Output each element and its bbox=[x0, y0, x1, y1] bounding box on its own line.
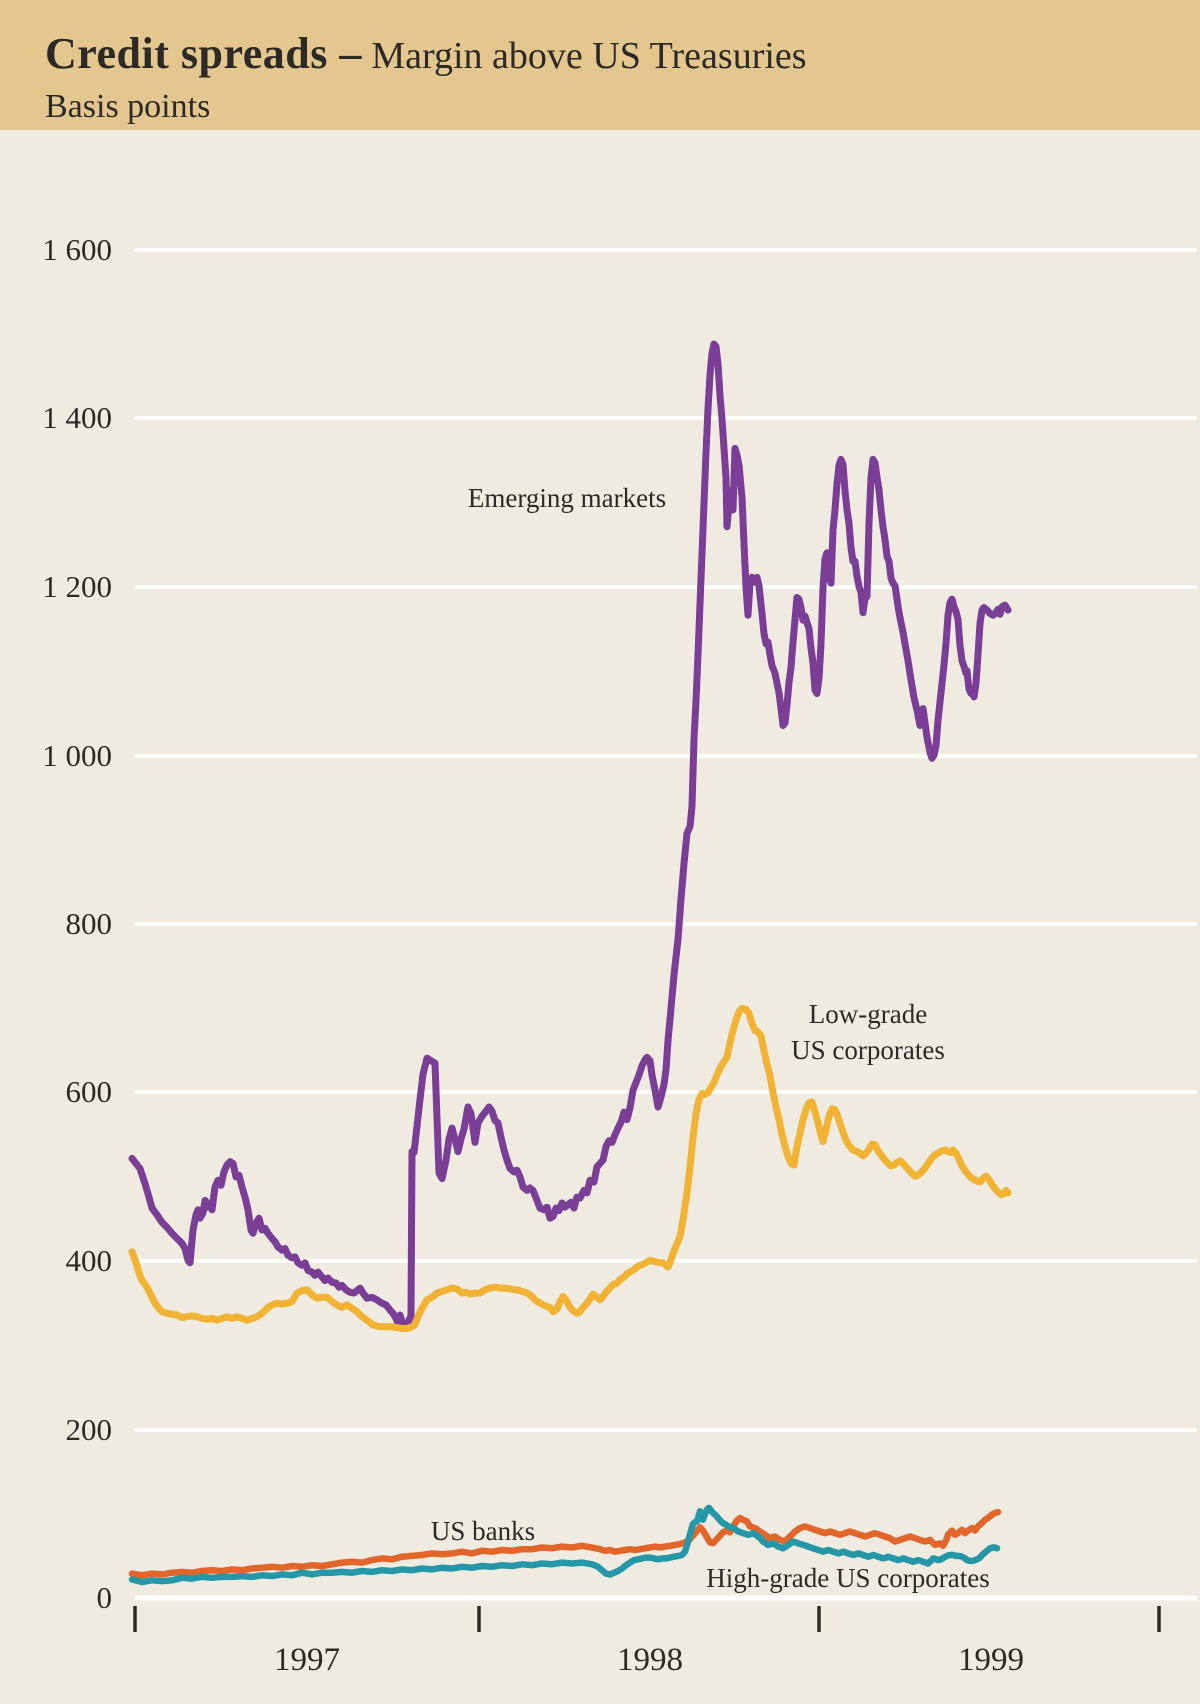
y-axis-label-200: 200 bbox=[65, 1412, 113, 1447]
label-us-banks-text: US banks bbox=[430, 1516, 536, 1546]
y-axis-label-1400: 1 400 bbox=[42, 400, 112, 435]
label-high-grade-text: High-grade US corporates bbox=[706, 1563, 990, 1593]
series-lines bbox=[128, 340, 1012, 1586]
series-emerging-markets bbox=[128, 340, 1012, 1330]
label-low-grade-us-corporates: Low-grade US corporates bbox=[791, 996, 945, 1068]
chart-title-bold: Credit spreads – bbox=[45, 29, 362, 78]
label-emerging-markets: Emerging markets bbox=[468, 480, 666, 516]
series-low-grade-us-corporates bbox=[128, 1005, 1012, 1332]
x-axis-ticks bbox=[133, 1606, 1161, 1632]
label-high-grade-us-corporates: High-grade US corporates bbox=[706, 1560, 989, 1596]
x-axis-label-1999: 1999 bbox=[958, 1642, 1024, 1678]
chart-header: Credit spreads – Margin above US Treasur… bbox=[0, 0, 1200, 130]
y-axis-label-1200: 1 200 bbox=[42, 569, 112, 604]
series-us-banks bbox=[128, 1508, 1002, 1579]
x-axis-label-1998: 1998 bbox=[617, 1642, 683, 1678]
label-emerging-markets-text: Emerging markets bbox=[467, 483, 667, 513]
x-axis-label-1997: 1997 bbox=[274, 1642, 340, 1678]
y-axis-label-1600: 1 600 bbox=[42, 232, 112, 267]
y-axis-label-400: 400 bbox=[65, 1243, 113, 1278]
y-axis-label-600: 600 bbox=[65, 1074, 113, 1109]
y-axis-label-800: 800 bbox=[65, 906, 113, 941]
y-axis-label-0: 0 bbox=[96, 1580, 113, 1615]
gridlines bbox=[135, 248, 1197, 1601]
y-axis-label-1000: 1 000 bbox=[42, 738, 112, 773]
chart-title: Credit spreads – Margin above US Treasur… bbox=[45, 28, 807, 79]
chart-subtitle: Basis points bbox=[45, 88, 211, 125]
label-low-grade-line1: Low-grade bbox=[808, 999, 928, 1029]
series-high-grade-us-corporates bbox=[128, 1504, 1001, 1586]
chart-title-rest: Margin above US Treasuries bbox=[361, 35, 807, 77]
label-low-grade-line2: US corporates bbox=[791, 1035, 945, 1065]
label-us-banks: US banks bbox=[431, 1513, 535, 1549]
